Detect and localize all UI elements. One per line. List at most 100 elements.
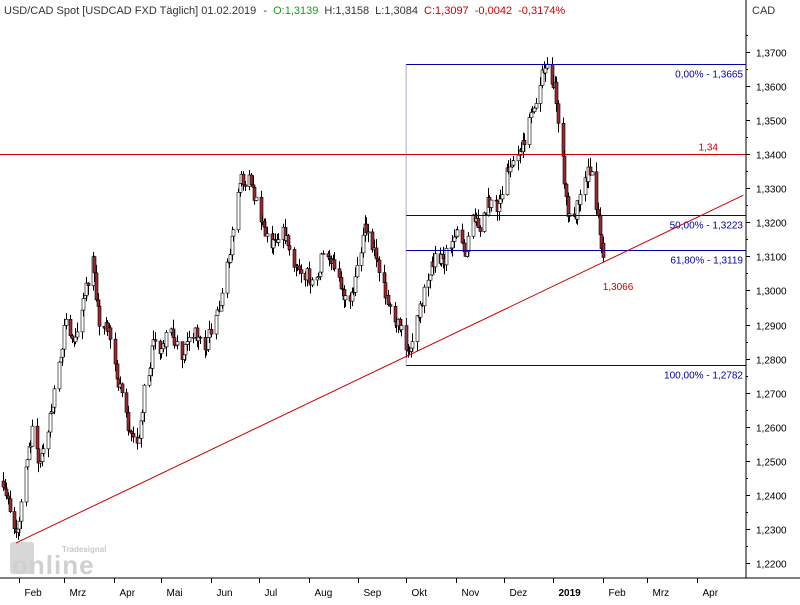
candle — [236, 192, 241, 231]
candle — [140, 412, 145, 422]
x-tick-label: Aug — [315, 588, 333, 599]
candle — [36, 448, 41, 464]
candle — [131, 433, 136, 438]
candle — [62, 325, 67, 350]
candle — [343, 295, 348, 301]
header-separator: - — [263, 5, 267, 17]
candle — [450, 241, 455, 249]
candle — [172, 337, 177, 346]
x-tick-label: Apr — [120, 588, 136, 599]
candle — [415, 315, 420, 342]
candle — [175, 341, 180, 346]
candle — [209, 329, 214, 335]
candle — [545, 64, 550, 69]
candle — [108, 327, 113, 340]
y-tick-label: 1,3500 — [756, 117, 787, 128]
candle — [578, 194, 583, 205]
candle — [243, 184, 248, 187]
candle — [6, 495, 11, 499]
x-tick-label: Feb — [25, 588, 43, 599]
candle — [433, 253, 438, 268]
candle — [543, 67, 548, 74]
x-tick-label: Jul — [265, 588, 278, 599]
candle — [30, 425, 35, 447]
x-tick-label: Feb — [609, 588, 627, 599]
candle — [35, 425, 40, 450]
candle — [532, 107, 537, 112]
header-instrument: USD/CAD Spot [USDCAD FXD Täglich] 01.02.… — [4, 5, 565, 17]
candle — [292, 249, 297, 268]
candle — [97, 305, 102, 327]
candle — [455, 229, 460, 237]
candle — [370, 231, 375, 251]
candle — [92, 256, 97, 274]
candle — [137, 437, 142, 444]
resistance-label: 1,34 — [699, 143, 719, 154]
currency-label: CAD — [752, 5, 775, 17]
x-tick-label: Apr — [703, 588, 719, 599]
candle — [254, 196, 259, 201]
candle — [8, 498, 13, 512]
candle — [516, 154, 521, 162]
candle — [498, 198, 503, 204]
candle — [399, 325, 404, 331]
candle — [142, 384, 147, 413]
candle — [241, 173, 246, 186]
candle — [554, 81, 559, 105]
fib-level-label: 0,00% - 1,3665 — [675, 70, 743, 81]
y-tick-label: 1,3600 — [756, 83, 787, 94]
candle — [355, 265, 360, 278]
candle — [310, 279, 315, 286]
candle — [187, 337, 192, 342]
candle — [120, 383, 125, 394]
candle — [598, 214, 603, 235]
y-tick-label: 1,2300 — [756, 526, 787, 537]
y-tick-label: 1,2800 — [756, 356, 787, 367]
header-change: -0,0042 — [475, 5, 512, 17]
candle — [228, 254, 233, 263]
x-tick-label: Mrz — [70, 588, 87, 599]
y-tick-label: 1,2900 — [756, 322, 787, 333]
logo-small-text: Tradesignal — [62, 545, 106, 554]
candle — [319, 253, 324, 273]
candle — [386, 294, 391, 306]
candle — [48, 413, 53, 433]
candle — [332, 259, 337, 270]
candle — [471, 214, 476, 237]
header-low: L:1,3084 — [375, 5, 418, 17]
candle — [68, 318, 73, 336]
candle — [159, 348, 164, 354]
trend-line — [15, 194, 744, 544]
candle — [366, 231, 371, 234]
candle — [556, 103, 561, 124]
y-tick-label: 1,3400 — [756, 151, 787, 162]
header-open: O:1,3139 — [273, 5, 318, 17]
candle — [527, 117, 532, 145]
candle — [500, 194, 505, 200]
y-tick-label: 1,3000 — [756, 287, 787, 298]
candle — [478, 227, 483, 232]
candle — [231, 229, 236, 237]
candle — [466, 235, 471, 252]
candle — [404, 325, 409, 351]
candle — [19, 501, 24, 522]
x-tick-label: Okt — [412, 588, 428, 599]
candle — [596, 209, 601, 216]
candle — [57, 361, 62, 390]
fib-level-label: 100,00% - 1,2782 — [664, 371, 743, 382]
x-tick-label: Dez — [510, 588, 528, 599]
x-tick-label: Sep — [364, 588, 382, 599]
candle — [452, 236, 457, 242]
candle — [540, 69, 545, 86]
candle — [24, 466, 29, 503]
candle — [590, 171, 595, 176]
plot-area: 1,34 0,00% - 1,3665 50,00% - 1,3223 61,80% … — [0, 57, 746, 544]
candle — [482, 212, 487, 232]
candle — [388, 304, 393, 307]
x-tick-label: 2019 — [559, 588, 582, 599]
y-tick-label: 1,2600 — [756, 424, 787, 435]
candle — [418, 303, 423, 318]
candle — [129, 430, 134, 434]
